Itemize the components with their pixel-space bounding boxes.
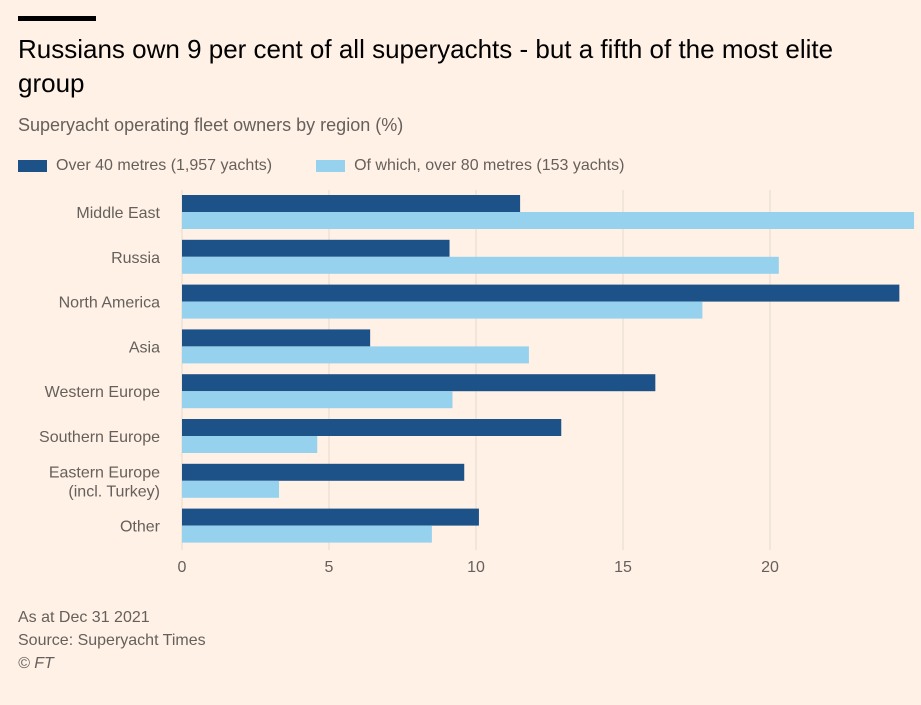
category-label-4: Western Europe [45,384,160,401]
legend: Over 40 metres (1,957 yachts) Of which, … [18,155,668,177]
category-label-1: Russia [111,250,160,267]
legend-label-over80: Of which, over 80 metres (153 yachts) [354,157,625,174]
bar-over80-3 [182,346,529,364]
x-tick-label-5: 5 [325,559,334,576]
category-label-6: Eastern Europe (incl. Turkey) [49,464,160,500]
bar-over40-3 [182,329,371,347]
legend-item-over80: Of which, over 80 metres (153 yachts) [316,157,624,175]
footer-note: As at Dec 31 2021 [18,609,150,626]
category-label-2: North America [59,295,160,312]
chart-subtitle: Superyacht operating fleet owners by reg… [18,115,404,135]
footer-copyright: © FT [18,655,54,672]
footer: As at Dec 31 2021 Source: Superyacht Tim… [18,606,206,675]
x-tick-label-10: 10 [467,559,485,576]
bar-over80-4 [182,391,453,409]
category-label-7: Other [120,519,161,536]
bar-over40-1 [182,239,450,257]
bar-over40-2 [182,284,900,302]
bar-over40-0 [182,195,521,212]
category-label-5: Southern Europe [39,429,160,446]
top-rule [18,16,96,21]
legend-label-over40: Over 40 metres (1,957 yachts) [56,157,273,174]
category-label-3: Asia [129,339,160,356]
bar-over80-2 [182,301,703,319]
bar-over40-4 [182,374,656,392]
chart-title: Russians own 9 per cent of all superyach… [18,34,834,98]
bar-over40-5 [182,419,562,436]
bar-over80-6 [182,480,280,498]
bar-over80-0 [182,212,915,229]
category-label-0: Middle East [76,205,160,222]
x-tick-label-20: 20 [761,559,779,576]
bar-over80-5 [182,436,318,453]
bar-over80-7 [182,525,432,543]
x-tick-label-0: 0 [178,559,187,576]
legend-swatch-over80 [316,160,346,172]
bar-over40-7 [182,508,479,526]
bar-over40-6 [182,463,465,481]
bar-over80-1 [182,256,779,274]
footer-source: Source: Superyacht Times [18,632,206,649]
x-tick-label-15: 15 [614,559,632,576]
legend-swatch-over40 [18,160,47,172]
legend-item-over40: Over 40 metres (1,957 yachts) [18,157,272,175]
